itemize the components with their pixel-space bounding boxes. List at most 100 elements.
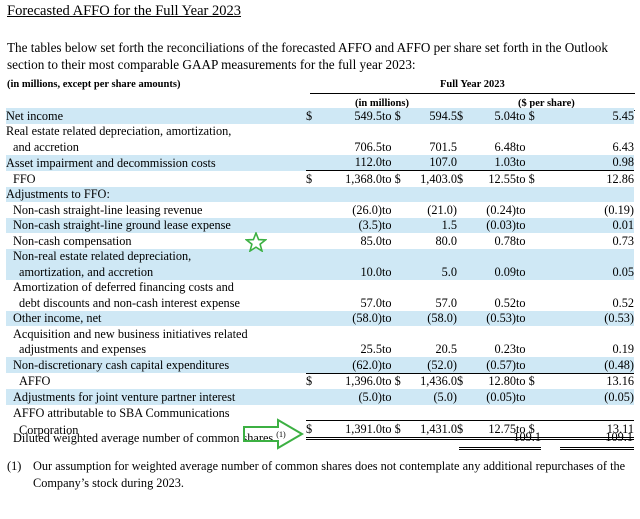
- row-label: Corporation: [19, 423, 79, 437]
- range-separator-per-share: [516, 405, 544, 421]
- range-separator-millions: [382, 248, 408, 264]
- currency-millions: [306, 217, 320, 233]
- range-separator-millions: [382, 326, 408, 342]
- value-millions-high: [408, 124, 457, 140]
- range-separator-millions: to $: [382, 170, 408, 187]
- value-millions-high: 5.0: [408, 264, 457, 280]
- currency-millions: [306, 389, 320, 405]
- value-millions-low: 85.0: [360, 233, 382, 248]
- currency-millions: $: [306, 420, 320, 440]
- value-millions-low: [320, 124, 382, 140]
- row-label: debt discounts and non-cash interest exp…: [19, 295, 240, 310]
- currency-per-share: [457, 202, 471, 218]
- row-label: Adjustments for joint venture partner in…: [6, 389, 306, 405]
- value-per-share-high: (0.53): [544, 310, 634, 326]
- currency-per-share: [457, 326, 471, 342]
- currency-per-share: $: [457, 170, 471, 187]
- col-header-millions: (in millions): [355, 98, 409, 109]
- value-millions-high: 701.5: [429, 139, 457, 154]
- period-header: Full Year 2023: [440, 79, 505, 90]
- value-per-share-high: 0.01: [544, 217, 634, 233]
- range-separator-millions: [382, 405, 408, 421]
- shares-underline-high: [560, 447, 634, 450]
- value-millions-low: 1,368.0: [320, 170, 382, 187]
- currency-millions: [306, 310, 320, 326]
- range-separator-per-share: to: [516, 139, 526, 154]
- value-millions-low: (5.0): [320, 389, 382, 405]
- value-per-share-high: (0.05): [544, 389, 634, 405]
- shares-footnote-ref: (1): [276, 430, 286, 439]
- value-per-share-high: 6.43: [612, 139, 634, 154]
- currency-per-share: [457, 248, 471, 264]
- currency-per-share: [457, 310, 471, 326]
- row-label: Non-cash straight-line ground lease expe…: [6, 217, 306, 233]
- range-separator-per-share: to: [516, 264, 544, 280]
- range-separator-per-share: [516, 280, 544, 296]
- value-millions-high: 1,436.0: [408, 372, 457, 389]
- units-note: (in millions, except per share amounts): [7, 79, 181, 90]
- range-separator-per-share: [516, 248, 544, 264]
- range-separator-millions: to: [382, 154, 408, 171]
- table-row: Non-real estate related depreciation,: [6, 248, 634, 264]
- currency-per-share: [457, 342, 471, 358]
- range-separator-per-share: to: [516, 357, 544, 373]
- table-row: AFFO $1,396.0 to $1,436.0 $12.80 to $13.16: [6, 372, 634, 389]
- row-label: Acquisition and new business initiatives…: [13, 326, 248, 341]
- range-separator-millions: [382, 124, 408, 140]
- col-header-per-share: ($ per share): [518, 98, 575, 109]
- value-millions-high: 20.5: [435, 342, 457, 356]
- value-per-share-low: 0.52: [494, 295, 516, 310]
- currency-millions: [306, 124, 320, 140]
- range-separator-per-share: to: [516, 389, 544, 405]
- value-per-share-high: [544, 124, 634, 140]
- range-separator-millions: to $: [382, 108, 408, 124]
- range-separator-millions: [382, 186, 408, 202]
- currency-millions: [306, 357, 320, 373]
- row-label: Other income, net: [6, 310, 306, 326]
- range-separator-millions: to: [382, 202, 392, 217]
- currency-millions: [306, 280, 320, 296]
- range-separator-millions: to: [382, 357, 408, 373]
- value-per-share-low: [471, 186, 516, 202]
- currency-millions: [306, 342, 320, 358]
- value-per-share-high: 0.19: [612, 342, 634, 356]
- range-separator-millions: to $: [382, 420, 408, 440]
- range-separator-per-share: to: [516, 342, 526, 356]
- range-separator-per-share: [516, 124, 544, 140]
- table-row: adjustments and expenses 25.5 to 20.5 0.23 to…: [6, 342, 634, 358]
- value-millions-low: [320, 326, 382, 342]
- value-per-share-high: 13.11: [544, 420, 634, 440]
- value-per-share-high: 13.16: [544, 372, 634, 389]
- value-millions-low: [320, 280, 382, 296]
- value-millions-high: [408, 326, 457, 342]
- value-per-share-low: [471, 248, 516, 264]
- value-millions-low: 112.0: [320, 154, 382, 171]
- value-per-share-low: (0.24): [486, 202, 516, 217]
- currency-millions: $: [306, 372, 320, 389]
- value-millions-high: (21.0): [427, 202, 457, 217]
- value-per-share-high: [544, 186, 634, 202]
- currency-millions: [306, 264, 320, 280]
- value-per-share-high: 0.73: [612, 233, 634, 248]
- value-per-share-low: (0.03): [471, 217, 516, 233]
- value-per-share-high: [544, 326, 634, 342]
- intro-paragraph: The tables below set forth the reconcili…: [7, 40, 608, 72]
- range-separator-millions: to: [382, 310, 408, 326]
- row-label: Non-real estate related depreciation,: [6, 248, 306, 264]
- value-per-share-high: (0.19): [604, 202, 634, 217]
- table-row: Acquisition and new business initiatives…: [6, 326, 634, 342]
- value-per-share-low: 6.48: [494, 139, 516, 154]
- value-millions-high: (58.0): [408, 310, 457, 326]
- currency-per-share: [457, 233, 471, 249]
- star-icon: [245, 232, 267, 252]
- row-label: and accretion: [13, 139, 79, 154]
- range-separator-millions: [382, 280, 408, 296]
- range-separator-per-share: to: [516, 202, 526, 217]
- currency-per-share: [457, 264, 471, 280]
- value-millions-low: 706.5: [354, 139, 382, 154]
- row-label: Non-cash straight-line leasing revenue: [13, 202, 203, 217]
- value-per-share-low: 0.23: [494, 342, 516, 356]
- value-millions-low: 1,391.0: [320, 420, 382, 440]
- table-row: debt discounts and non-cash interest exp…: [6, 295, 634, 311]
- currency-millions: [306, 233, 320, 249]
